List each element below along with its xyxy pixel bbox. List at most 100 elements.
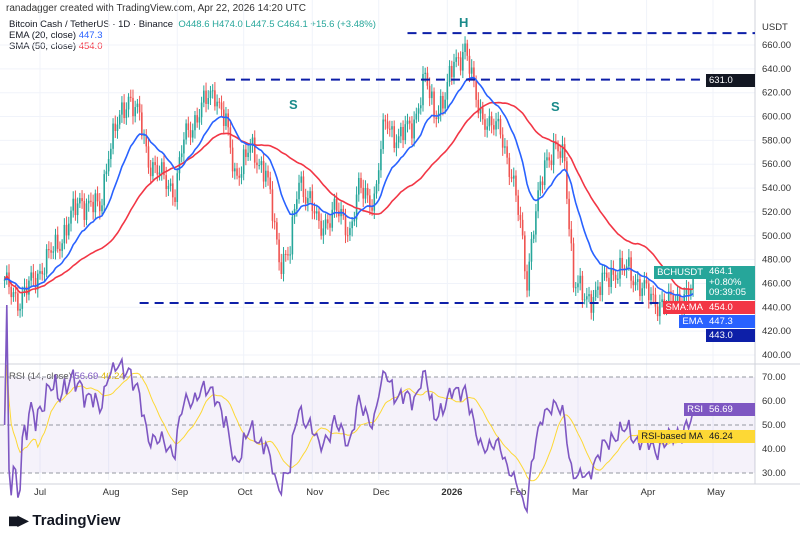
tradingview-logo[interactable]: ◼▶ TradingView <box>8 512 120 529</box>
candle-body <box>583 299 586 301</box>
ema-tag: 447.3 <box>706 315 755 328</box>
chart-legend: Bitcoin Cash / TetherUS · 1D · Binance O… <box>9 19 376 52</box>
price-tag: 464.1 +0.80% 09:39:05 <box>706 266 755 300</box>
symbol-tag: BCHUSDT <box>654 266 706 279</box>
candle-body <box>450 65 453 78</box>
currency-label: USDT <box>762 22 788 33</box>
candle-body <box>271 189 274 221</box>
candle-body <box>393 126 396 148</box>
candle-body <box>291 216 294 255</box>
candle-body <box>530 238 533 262</box>
candle-body <box>83 201 86 220</box>
rsi-tag: 56.69 <box>706 403 755 416</box>
candle-body <box>129 96 132 98</box>
candle-body <box>249 146 252 153</box>
candle-body <box>329 223 331 228</box>
candle-body <box>247 152 249 158</box>
y-tick-label: 460.00 <box>762 278 791 289</box>
candle-body <box>187 123 190 131</box>
last-price: 464.1 <box>709 266 733 277</box>
candle-body <box>515 175 517 196</box>
candle-body <box>265 170 267 182</box>
candle-body <box>180 153 183 158</box>
credit-text: ranadagger created with TradingView.com,… <box>6 3 306 14</box>
candle-body <box>87 200 90 204</box>
candle-body <box>610 268 612 287</box>
candle-body <box>543 160 546 186</box>
candle-body <box>147 146 150 168</box>
candle-body <box>493 125 495 130</box>
candle-body <box>298 182 300 200</box>
candle-body <box>143 134 145 136</box>
candle-body <box>154 162 156 166</box>
candle-body <box>603 272 606 274</box>
candle-body <box>280 262 283 274</box>
rsi-ma-tag: 46.24 <box>706 430 755 443</box>
y-tick-label: 660.00 <box>762 40 791 51</box>
ema-legend[interactable]: EMA (20, close) <box>9 30 77 41</box>
candle-body <box>260 161 263 166</box>
candle-body <box>240 174 243 178</box>
candle-body <box>366 187 369 196</box>
ema-line <box>4 76 694 298</box>
candle-body <box>238 175 241 178</box>
candle-body <box>444 99 446 109</box>
candle-body <box>172 183 174 198</box>
candle-body <box>559 151 562 158</box>
candle-body <box>462 52 464 71</box>
candle-body <box>400 126 402 137</box>
candle-body <box>307 198 309 204</box>
low-value: L447.5 <box>245 19 275 30</box>
logo-text: TradingView <box>32 512 121 529</box>
candle-body <box>90 200 92 202</box>
candle-body <box>497 118 500 122</box>
candle-body <box>628 257 630 267</box>
candle-body <box>138 103 141 113</box>
candle-body <box>577 283 579 288</box>
candle-body <box>647 283 650 301</box>
candle-body <box>125 109 128 119</box>
candle-body <box>605 272 608 278</box>
candle-body <box>12 292 15 298</box>
candle-body <box>581 275 584 300</box>
candle-body <box>59 248 61 251</box>
candle-body <box>30 272 32 281</box>
candle-body <box>532 234 535 239</box>
candle-body <box>459 57 462 71</box>
candle-body <box>17 293 19 311</box>
candle-body <box>105 171 108 175</box>
candle-body <box>3 279 6 281</box>
candle-body <box>231 147 234 172</box>
candle-body <box>19 308 21 311</box>
candle-body <box>579 275 581 284</box>
candle-body <box>548 157 550 161</box>
candle-body <box>45 249 48 274</box>
candle-body <box>473 67 475 80</box>
candle-body <box>174 197 176 202</box>
candle-body <box>592 297 595 313</box>
candle-body <box>304 197 307 204</box>
candle-body <box>227 113 229 128</box>
candle-body <box>506 146 508 158</box>
candle-body <box>216 101 218 107</box>
x-tick-label: 2026 <box>441 487 462 498</box>
candle-body <box>101 205 103 212</box>
candle-body <box>526 271 528 291</box>
symbol-title[interactable]: Bitcoin Cash / TetherUS · 1D · Binance <box>9 19 174 30</box>
candle-body <box>667 291 670 306</box>
candle-body <box>167 185 170 190</box>
logo-icon: ◼▶ <box>8 512 28 528</box>
candle-body <box>656 306 659 317</box>
candle-body <box>103 174 106 206</box>
candle-body <box>203 90 205 103</box>
candle-body <box>331 209 334 228</box>
candle-body <box>446 81 449 100</box>
y-tick-label: 540.00 <box>762 183 791 194</box>
candle-body <box>692 278 694 289</box>
sma-legend[interactable]: SMA (50, close) <box>9 41 77 52</box>
candle-body <box>499 118 502 135</box>
ema-tag-label: EMA <box>679 315 706 328</box>
candle-body <box>552 141 555 166</box>
candle-body <box>353 219 356 222</box>
candle-body <box>621 257 624 269</box>
